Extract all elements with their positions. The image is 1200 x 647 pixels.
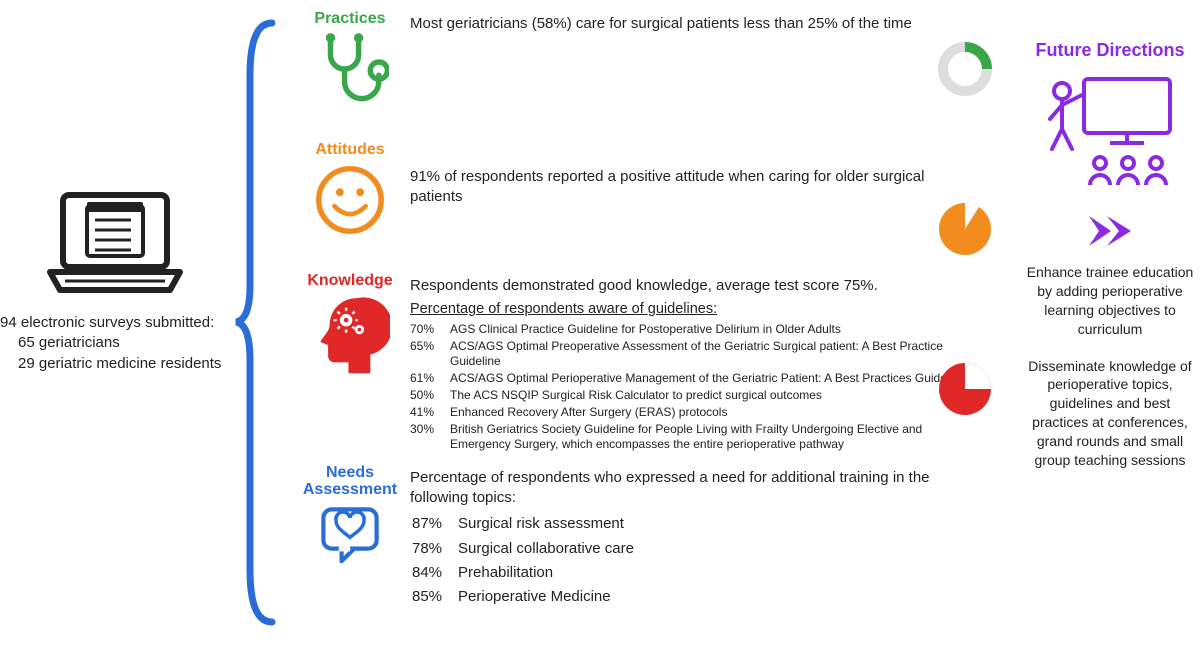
stethoscope-icon — [311, 30, 389, 108]
practices-text: Most geriatricians (58%) care for surgic… — [410, 10, 980, 34]
attitudes-label: Attitudes — [290, 141, 410, 159]
attitudes-text: 91% of respondents reported a positive a… — [410, 141, 980, 208]
practices-label: Practices — [290, 10, 410, 28]
knowledge-label: Knowledge — [290, 272, 410, 290]
survey-line2: 29 geriatric medicine residents — [18, 354, 230, 374]
knowledge-intro: Respondents demonstrated good knowledge,… — [410, 276, 980, 296]
survey-heading: 94 electronic surveys submitted: — [0, 313, 230, 333]
survey-summary: 94 electronic surveys submitted: 65 geri… — [0, 190, 230, 374]
chevron-icon — [1020, 214, 1200, 251]
teaching-icon — [1040, 73, 1180, 193]
survey-line1: 65 geriatricians — [18, 333, 230, 353]
curly-brace — [232, 15, 277, 630]
knowledge-section: Knowledge Respondents dem — [290, 272, 980, 454]
smiley-icon — [311, 161, 389, 239]
needs-table: 87%Surgical risk assessment78%Surgical c… — [410, 512, 650, 611]
future-p2: Disseminate knowledge of perioperative t… — [1020, 357, 1200, 470]
needs-label-2: Assessment — [303, 481, 397, 498]
needs-intro: Percentage of respondents who expressed … — [410, 468, 980, 509]
future-directions: Future Directions Enhance trainee educat… — [1020, 40, 1200, 488]
needs-label-1: Needs — [326, 464, 374, 481]
heart-bubble-icon — [315, 501, 385, 571]
practices-section: Practices Most geriatricians (58%) care … — [290, 10, 980, 111]
knowledge-pie — [936, 360, 994, 418]
needs-section: Needs Assessment Percentage of responden… — [290, 464, 980, 612]
future-title: Future Directions — [1020, 40, 1200, 61]
guidelines-title: Percentage of respondents aware of guide… — [410, 300, 980, 320]
future-p1: Enhance trainee education by adding peri… — [1020, 263, 1200, 339]
attitudes-section: Attitudes 91% of respondents reported a … — [290, 141, 980, 242]
laptop-icon — [0, 190, 230, 303]
head-gears-icon — [310, 292, 390, 378]
guidelines-table: 70%AGS Clinical Practice Guideline for P… — [410, 322, 980, 454]
practices-pie — [936, 40, 994, 98]
attitudes-pie — [936, 200, 994, 258]
